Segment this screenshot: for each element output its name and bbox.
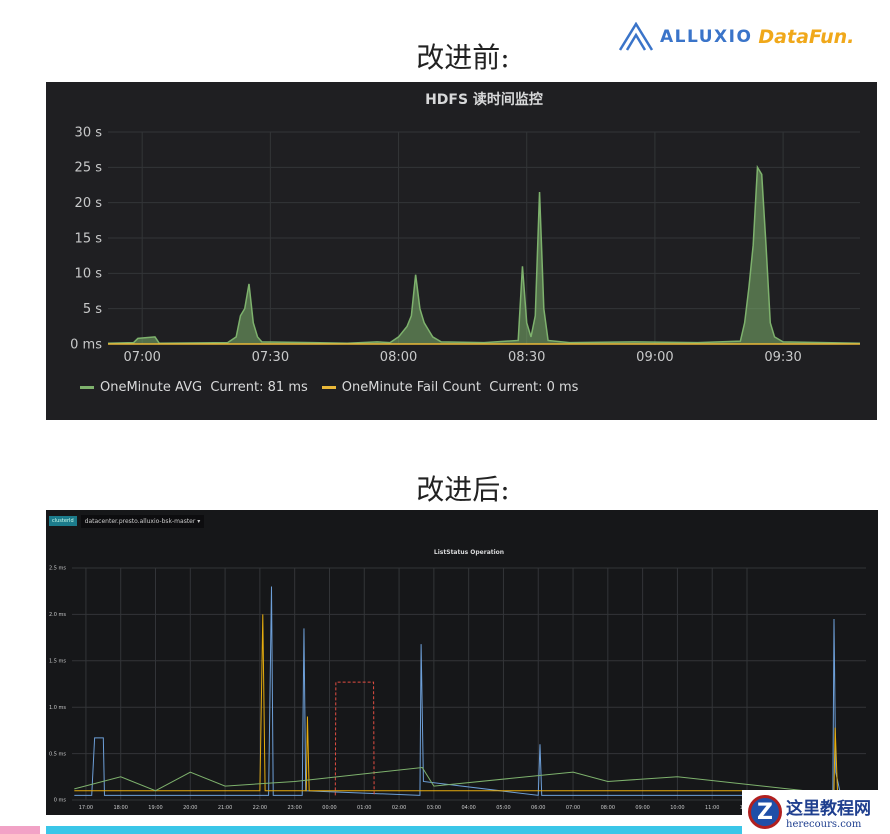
y-tick-label: 0 ms [54, 798, 67, 804]
y-tick-label: 20 s [75, 196, 103, 211]
legend-swatch [321, 386, 336, 389]
liststatus-chart: ListStatus Operation 0 ms 0.5 ms 1.0 ms 1.5 … [49, 549, 866, 811]
y-tick-label: 30 s [75, 125, 103, 140]
x-tick-label: 06:00 [531, 805, 545, 811]
x-tick-label: 02:00 [392, 805, 406, 811]
chart-title: ListStatus Operation [434, 549, 504, 556]
x-tick-label: 09:00 [635, 805, 649, 811]
x-tick-label: 07:30 [252, 350, 289, 365]
y-tick-label: 5 s [83, 302, 102, 317]
x-tick-label: 17:00 [79, 805, 93, 811]
y-tick-label: 1.0 ms [49, 705, 66, 711]
series-line-2 [74, 614, 838, 792]
x-tick-label: 04:00 [461, 805, 475, 811]
y-tick-label: 0 ms [70, 337, 102, 352]
alluxio-logo-icon [618, 22, 654, 51]
series-line-3 [74, 766, 806, 792]
decor-bar-pink [0, 826, 40, 834]
x-tick-label: 21:00 [218, 805, 232, 811]
title-after: 改进后: [416, 473, 510, 506]
x-tick-label: 20:00 [183, 805, 197, 811]
dashboard-header: clusterId datacenter.presto.alluxio-bsk-… [46, 510, 205, 532]
cluster-tag: clusterId [49, 516, 77, 526]
x-tick-label: 19:00 [148, 805, 162, 811]
legend-current: Current: 81 ms [210, 380, 308, 395]
x-tick-label: 07:00 [566, 805, 580, 811]
y-tick-label: 0.5 ms [49, 751, 66, 757]
legend-swatch [80, 386, 94, 389]
y-tick-label: 15 s [75, 231, 103, 246]
y-tick-label: 10 s [75, 267, 103, 282]
chart-title: HDFS 读时间监控 [425, 91, 543, 108]
x-tick-label: 08:00 [380, 350, 417, 365]
y-tick-label: 2.5 ms [49, 566, 66, 572]
x-tick-label: 18:00 [114, 805, 128, 811]
legend: OneMinute AVG Current: 81 ms OneMinute F… [80, 380, 578, 395]
watermark-cn: 这里教程网 [786, 799, 871, 819]
watermark-url: herecours.com [786, 819, 862, 830]
x-tick-label: 03:00 [427, 805, 441, 811]
legend-current: Current: 0 ms [489, 380, 579, 395]
x-tick-label: 11:00 [705, 805, 719, 811]
x-tick-label: 01:00 [357, 805, 371, 811]
cluster-selector[interactable]: datacenter.presto.alluxio-bsk-master ▾ [80, 514, 205, 528]
alluxio-logo-text: ALLUXIO [660, 27, 753, 47]
legend-item-avg[interactable]: OneMinute AVG Current: 81 ms [80, 380, 308, 395]
x-tick-label: 08:30 [508, 350, 545, 365]
legend-item-fail[interactable]: OneMinute Fail Count Current: 0 ms [321, 380, 579, 395]
x-tick-label: 05:00 [496, 805, 510, 811]
hdfs-chart: HDFS 读时间监控 0 ms 5 s 10 s 15 s 20 s 25 s 30 s 07:… [70, 91, 861, 365]
x-tick-label: 09:30 [764, 350, 801, 365]
liststatus-panel: clusterId datacenter.presto.alluxio-bsk-… [46, 510, 878, 815]
y-tick-label: 2.0 ms [49, 612, 66, 618]
x-tick-label: 09:00 [636, 350, 673, 365]
x-tick-label: 00:00 [322, 805, 336, 811]
decor-bar-cyan [46, 826, 746, 834]
legend-name: OneMinute Fail Count [341, 380, 481, 395]
watermark: Z 这里教程网 herecours.com [742, 790, 890, 834]
series-area-0 [108, 167, 860, 344]
series-line-0 [74, 586, 841, 796]
series-line-0 [107, 164, 861, 345]
hdfs-read-time-panel: HDFS 读时间监控 0 ms 5 s 10 s 15 s 20 s 25 s 30 s 07:… [46, 82, 877, 420]
x-tick-label: 08:00 [601, 805, 615, 811]
watermark-z-icon: Z [748, 795, 782, 829]
x-tick-label: 10:00 [670, 805, 684, 811]
legend-name: OneMinute AVG [100, 380, 203, 395]
datafun-logo-text: DataFun. [758, 26, 855, 48]
x-tick-label: 23:00 [287, 805, 301, 811]
x-tick-label: 22:00 [253, 805, 267, 811]
title-before: 改进前: [416, 41, 510, 74]
x-tick-label: 07:00 [123, 350, 160, 365]
logos: ALLUXIO DataFun. [618, 22, 854, 52]
series-line-1 [334, 681, 375, 796]
y-tick-label: 1.5 ms [49, 658, 66, 664]
y-tick-label: 25 s [75, 161, 103, 176]
